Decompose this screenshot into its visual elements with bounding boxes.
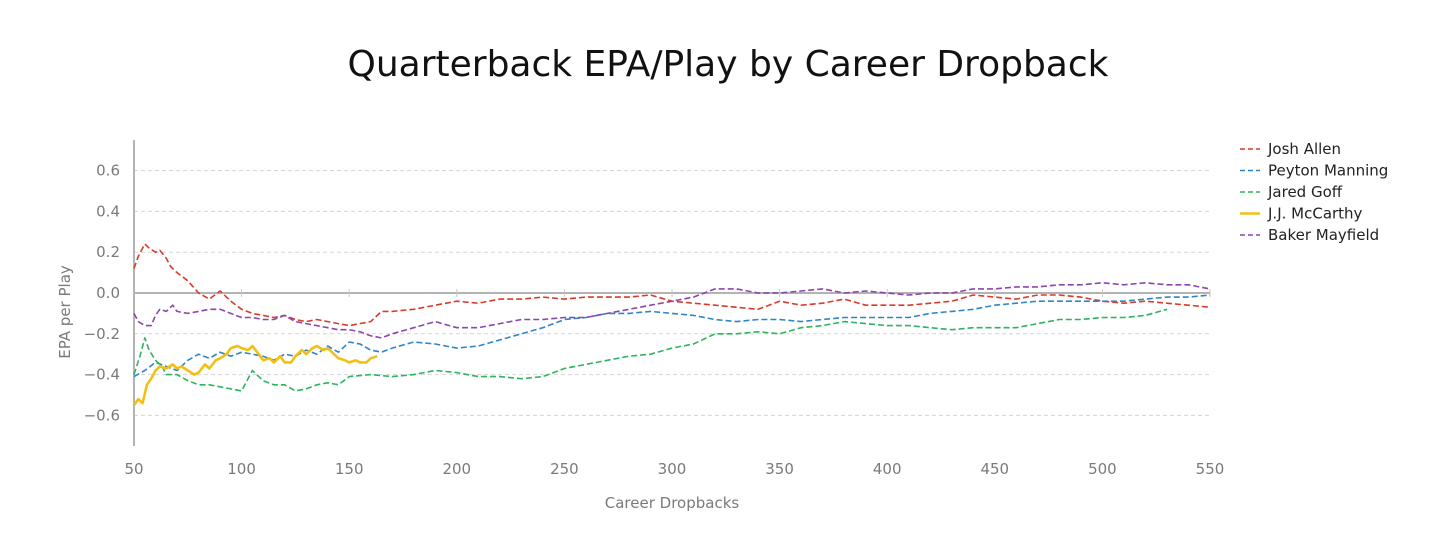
grid (134, 170, 1210, 416)
series-line-j-j-mccarthy (132, 344, 378, 406)
y-tick-label: 0.6 (96, 162, 120, 180)
legend-label: J.J. McCarthy (1267, 205, 1363, 223)
x-tick-label: 350 (765, 460, 794, 478)
series-line-jared-goff (133, 308, 1168, 392)
legend-label: Josh Allen (1267, 140, 1341, 158)
x-tick-label: 200 (442, 460, 471, 478)
x-tick-label: 100 (227, 460, 256, 478)
y-tick-label: 0.0 (96, 284, 120, 302)
series-line-josh-allen (133, 243, 1211, 327)
y-tick-label: −0.4 (84, 366, 120, 384)
y-tick-label: −0.2 (84, 325, 120, 343)
legend-label: Baker Mayfield (1268, 226, 1379, 244)
legend: Josh Allen Peyton Manning Jared Goff J.J. M… (1240, 140, 1388, 244)
y-tick-label: −0.6 (84, 406, 120, 424)
x-axis-label: Career Dropbacks (605, 494, 740, 512)
x-tick-label: 300 (658, 460, 687, 478)
x-tick-label: 500 (1088, 460, 1117, 478)
series-line-baker-mayfield (133, 282, 1211, 339)
y-tick-label: 0.2 (96, 243, 120, 261)
legend-label: Jared Goff (1267, 183, 1343, 201)
series-lines (132, 243, 1211, 406)
x-tick-label: 400 (873, 460, 902, 478)
x-tick-label: 50 (124, 460, 143, 478)
x-tick-label: 250 (550, 460, 579, 478)
series-line-peyton-manning (133, 294, 1211, 378)
x-tick-label: 450 (980, 460, 1009, 478)
chart-title: Quarterback EPA/Play by Career Dropback (347, 44, 1108, 85)
axes: −0.6 −0.4 −0.2 0.0 0.2 0.4 0.6 50 100 150 200 250 30… (84, 140, 1225, 478)
x-tick-label: 550 (1196, 460, 1225, 478)
y-tick-label: 0.4 (96, 202, 120, 220)
legend-label: Peyton Manning (1268, 162, 1388, 180)
y-axis-label: EPA per Play (56, 265, 74, 359)
x-tick-label: 150 (335, 460, 364, 478)
